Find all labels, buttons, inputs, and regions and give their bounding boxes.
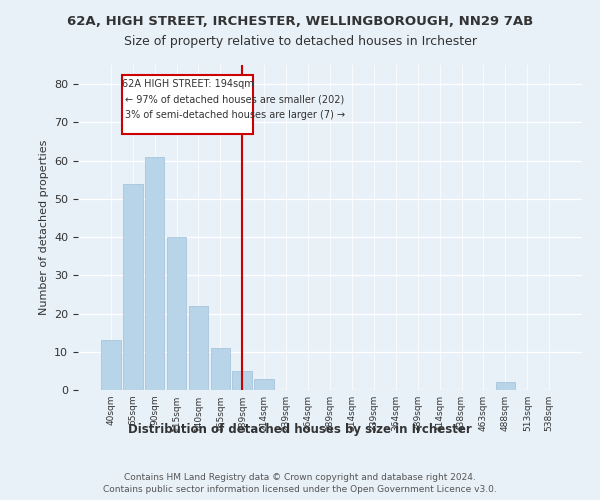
Text: 3% of semi-detached houses are larger (7) →: 3% of semi-detached houses are larger (7… bbox=[125, 110, 345, 120]
Text: Distribution of detached houses by size in Irchester: Distribution of detached houses by size … bbox=[128, 422, 472, 436]
Text: ← 97% of detached houses are smaller (202): ← 97% of detached houses are smaller (20… bbox=[125, 94, 344, 104]
Text: Size of property relative to detached houses in Irchester: Size of property relative to detached ho… bbox=[124, 35, 476, 48]
Bar bbox=[211, 348, 230, 390]
Bar bbox=[232, 371, 252, 390]
Text: 62A HIGH STREET: 194sqm: 62A HIGH STREET: 194sqm bbox=[122, 79, 253, 89]
Y-axis label: Number of detached properties: Number of detached properties bbox=[38, 140, 49, 315]
Bar bbox=[101, 340, 121, 390]
Bar bbox=[145, 157, 164, 390]
Text: Contains public sector information licensed under the Open Government Licence v3: Contains public sector information licen… bbox=[103, 485, 497, 494]
Bar bbox=[167, 237, 187, 390]
Text: 62A, HIGH STREET, IRCHESTER, WELLINGBOROUGH, NN29 7AB: 62A, HIGH STREET, IRCHESTER, WELLINGBORO… bbox=[67, 15, 533, 28]
Text: Contains HM Land Registry data © Crown copyright and database right 2024.: Contains HM Land Registry data © Crown c… bbox=[124, 472, 476, 482]
FancyBboxPatch shape bbox=[122, 74, 253, 134]
Bar bbox=[254, 378, 274, 390]
Bar bbox=[188, 306, 208, 390]
Bar bbox=[123, 184, 143, 390]
Bar bbox=[496, 382, 515, 390]
